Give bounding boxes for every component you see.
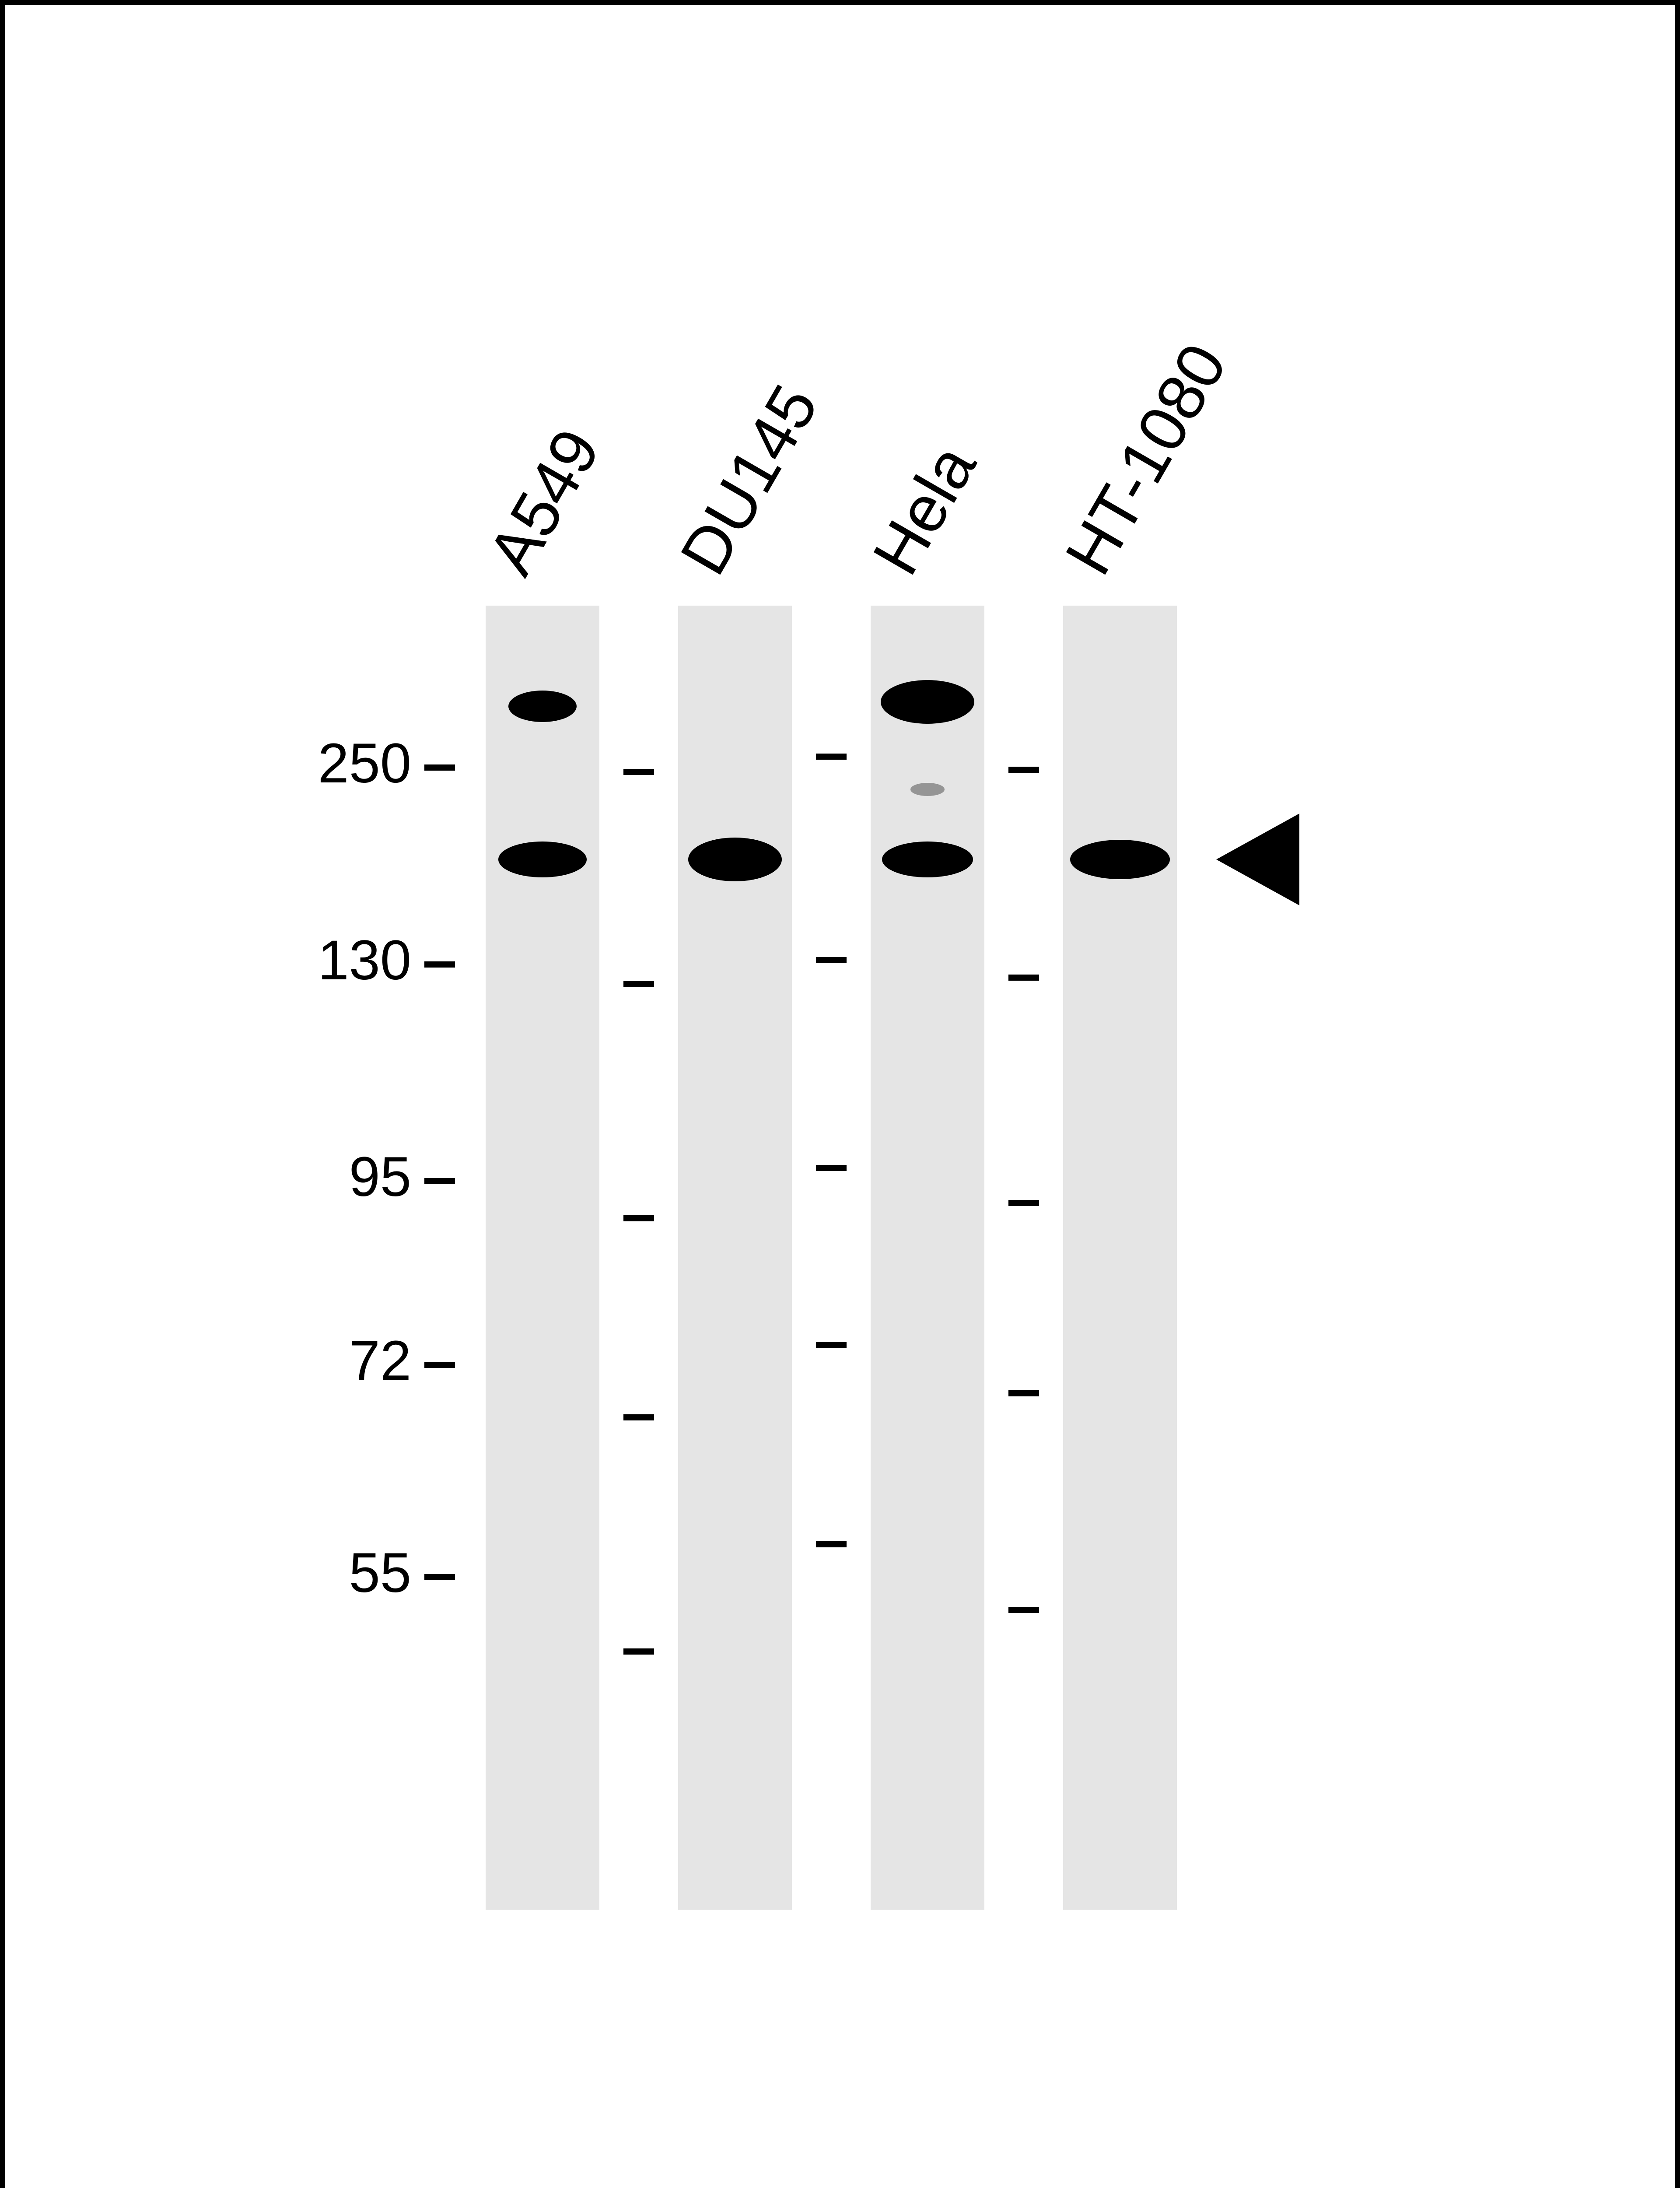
interlane-tick	[816, 1541, 847, 1547]
band	[688, 838, 782, 881]
band	[882, 842, 973, 877]
lane-label: HT-1080	[1051, 331, 1240, 586]
lane-label: DU145	[666, 372, 832, 586]
blot-area: 250 130 95 72 55	[206, 282, 1474, 2032]
interlane-ticks-col	[816, 754, 847, 1547]
lane-labels: A549 DU145 Hela HT-1080	[473, 331, 1240, 586]
interlane-tick	[1008, 1607, 1039, 1613]
band	[498, 842, 587, 877]
mw-marker-label: 95	[349, 1145, 411, 1208]
western-blot-svg: 250 130 95 72 55	[206, 282, 1474, 2032]
mw-marker-label: 250	[318, 732, 411, 794]
interlane-tick	[816, 754, 847, 760]
interlane-tick	[816, 1165, 847, 1171]
figure-frame: 250 130 95 72 55	[0, 0, 1680, 2188]
mw-marker-tick	[424, 1574, 455, 1580]
interlane-tick	[623, 1215, 654, 1221]
interlane-tick	[816, 957, 847, 963]
mw-marker-label: 72	[349, 1329, 411, 1392]
interlane-tick	[816, 1342, 847, 1348]
lanes-group	[486, 606, 1177, 1910]
mw-marker-label: 55	[349, 1541, 411, 1604]
interlane-tick	[623, 1414, 654, 1420]
band	[508, 691, 577, 722]
band-faint	[910, 783, 945, 796]
mw-markers: 250 130 95 72 55	[318, 732, 455, 1604]
lane-label: Hela	[858, 432, 990, 586]
lane-strip	[678, 606, 792, 1910]
interlane-tick	[1008, 767, 1039, 773]
target-arrow-icon	[1216, 813, 1299, 905]
interlane-ticks-col	[623, 769, 654, 1655]
lane-strip	[486, 606, 599, 1910]
mw-marker-label: 130	[318, 929, 411, 991]
interlane-ticks-col	[1008, 767, 1039, 1613]
lane-strip	[1063, 606, 1177, 1910]
interlane-tick	[1008, 1390, 1039, 1396]
mw-marker-tick	[424, 1178, 455, 1184]
interlane-tick	[1008, 1200, 1039, 1206]
interlane-tick	[1008, 975, 1039, 981]
lane-label: A549	[473, 417, 614, 586]
mw-marker-tick	[424, 764, 455, 771]
band	[881, 680, 974, 724]
mw-marker-tick	[424, 1362, 455, 1368]
interlane-tick	[623, 769, 654, 775]
interlane-tick	[623, 1648, 654, 1655]
lane-strip	[871, 606, 984, 1910]
band	[1070, 840, 1170, 879]
interlane-tick	[623, 981, 654, 987]
mw-marker-tick	[424, 961, 455, 968]
